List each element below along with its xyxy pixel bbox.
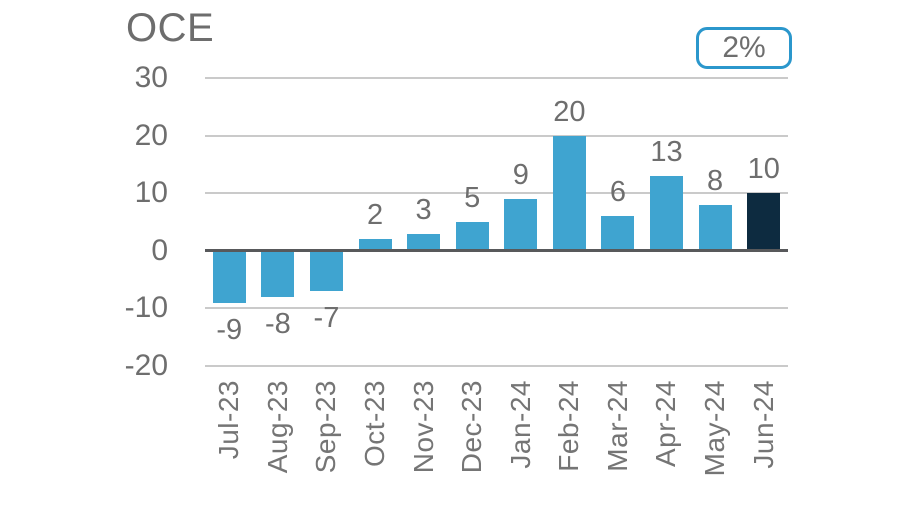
x-tick-label: Aug-23 <box>261 380 293 474</box>
y-axis-labels: 30 20 10 0 -10 -20 <box>0 61 168 382</box>
bar-value-label: 8 <box>707 164 724 197</box>
chart-title: OCE <box>126 6 215 50</box>
bar-Jul-23 <box>212 250 246 303</box>
x-tick-label: Mar-24 <box>601 380 633 472</box>
bar-value-label: 5 <box>464 182 481 214</box>
x-tick-label: May-24 <box>699 380 731 477</box>
bar-Feb-24 <box>552 135 586 251</box>
x-tick-label: Apr-24 <box>650 380 682 468</box>
y-tick-label: 10 <box>134 176 168 210</box>
bar-Sep-23 <box>309 250 343 292</box>
gridline <box>205 307 788 310</box>
plot-area: -9 -8 -7 2 3 5 9 20 6 13 8 10 <box>205 77 788 367</box>
zero-axis-line <box>205 249 788 253</box>
x-tick-cell: Jan-24 <box>496 380 545 500</box>
x-tick-label: Dec-23 <box>456 380 488 474</box>
bar-Dec-23 <box>455 222 489 251</box>
percentage-badge-label: 2% <box>722 31 766 64</box>
x-tick-label: Feb-24 <box>553 380 585 472</box>
bar-value-label: 9 <box>512 158 529 191</box>
x-tick-cell: Aug-23 <box>254 380 303 500</box>
bar-value-label: -9 <box>216 313 243 346</box>
bar-Jun-24 <box>747 193 781 251</box>
x-tick-cell: Feb-24 <box>545 380 594 500</box>
bar-value-label: -7 <box>313 302 340 335</box>
x-tick-label: Jun-24 <box>747 380 779 469</box>
x-tick-cell: Oct-23 <box>351 380 400 500</box>
bar-Apr-24 <box>650 175 684 251</box>
bar-value-label: 20 <box>553 95 586 128</box>
y-tick-label: 20 <box>134 118 168 152</box>
x-tick-cell: Jun-24 <box>739 380 788 500</box>
x-tick-cell: Nov-23 <box>399 380 448 500</box>
x-tick-cell: Sep-23 <box>302 380 351 500</box>
bar-value-label: 3 <box>415 193 432 226</box>
bar-value-label: 10 <box>747 153 780 186</box>
x-tick-cell: Dec-23 <box>448 380 497 500</box>
bar-value-label: 2 <box>366 199 384 232</box>
x-tick-label: Sep-23 <box>310 380 342 474</box>
bar-Oct-23 <box>358 239 392 251</box>
bar-May-24 <box>698 204 732 251</box>
y-tick-label: -20 <box>124 349 168 382</box>
x-tick-cell: Jul-23 <box>205 380 254 500</box>
x-tick-cell: May-24 <box>691 380 740 500</box>
y-tick-label: 0 <box>151 233 168 267</box>
y-tick-label: -10 <box>124 291 168 325</box>
x-tick-cell: Mar-24 <box>594 380 643 500</box>
bar-value-label: -8 <box>264 307 291 340</box>
bar-Nov-23 <box>407 233 441 251</box>
bar-value-label: 6 <box>609 176 627 209</box>
x-tick-label: Jan-24 <box>504 380 536 469</box>
x-tick-label: Nov-23 <box>407 380 439 474</box>
bar-Mar-24 <box>601 216 635 251</box>
y-tick-label: 30 <box>134 61 168 94</box>
percentage-badge: 2% <box>696 27 792 69</box>
gridline <box>205 192 788 195</box>
bar-value-label: 13 <box>650 135 683 168</box>
bar-Jan-24 <box>504 198 538 251</box>
bar-Aug-23 <box>261 250 295 297</box>
x-tick-label: Oct-23 <box>359 380 391 468</box>
gridline <box>205 134 788 137</box>
x-tick-label: Jul-23 <box>213 380 245 460</box>
x-tick-cell: Apr-24 <box>642 380 691 500</box>
gridline <box>205 77 788 79</box>
gridline <box>205 365 788 367</box>
x-axis-labels: Jul-23 Aug-23 Sep-23 Oct-23 Nov-23 Dec-23 Jan-… <box>205 380 788 500</box>
